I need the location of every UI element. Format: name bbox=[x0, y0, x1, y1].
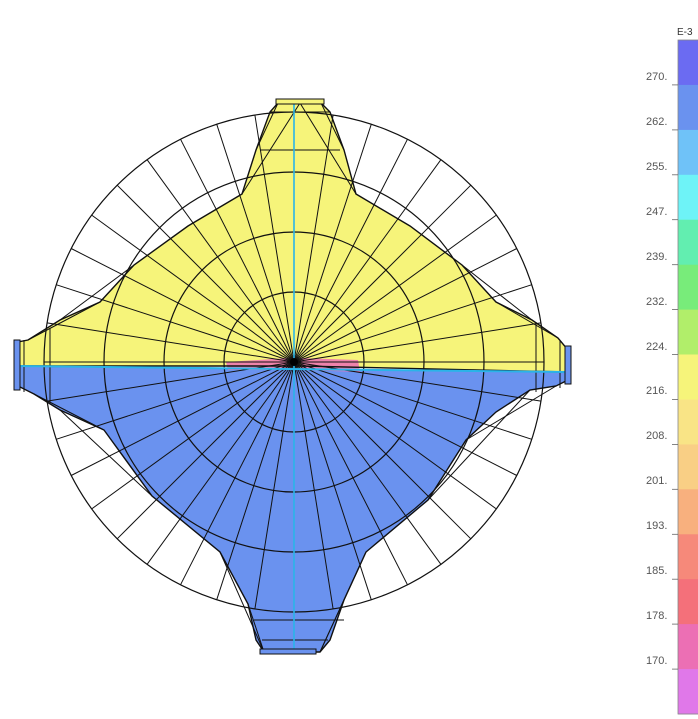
left-flange bbox=[13, 339, 21, 391]
legend-label: 185. bbox=[646, 565, 668, 578]
mesh-radial-line bbox=[216, 361, 295, 600]
legend-swatch bbox=[678, 624, 698, 670]
legend-label: 232. bbox=[646, 295, 668, 308]
mesh-radial-line bbox=[293, 361, 518, 476]
mesh-radial-line bbox=[146, 159, 295, 363]
mesh-arm-line bbox=[320, 102, 345, 151]
legend-swatch bbox=[678, 579, 698, 625]
mesh-arm-line bbox=[461, 264, 533, 321]
legend-label: 224. bbox=[646, 340, 668, 353]
mesh-arm-line bbox=[247, 603, 265, 653]
mesh-radial-line bbox=[293, 184, 472, 363]
mesh-arm-line bbox=[59, 264, 135, 321]
lower-outline bbox=[17, 365, 569, 653]
mesh-radial-line bbox=[254, 115, 295, 363]
upper-region bbox=[18, 103, 568, 372]
mesh-radial-line bbox=[293, 361, 408, 586]
mesh-arm-line bbox=[495, 301, 559, 339]
mesh-arm-line bbox=[299, 102, 357, 195]
mesh-radial-line bbox=[293, 248, 518, 363]
mesh-arm-line bbox=[465, 385, 557, 441]
mesh-radial-line bbox=[293, 214, 497, 363]
mesh-radial-line bbox=[180, 138, 295, 363]
mesh-arm-line bbox=[255, 102, 279, 151]
mesh-arm-line bbox=[219, 551, 265, 653]
mesh-radial-line bbox=[293, 138, 408, 363]
legend-label: 201. bbox=[646, 475, 668, 488]
legend-swatch bbox=[678, 309, 698, 355]
legend-exponent: E-3 bbox=[677, 27, 693, 38]
top-flange bbox=[275, 98, 325, 105]
legend-swatch bbox=[678, 129, 698, 176]
mesh-radial-line bbox=[293, 159, 442, 363]
legend-label: 262. bbox=[646, 115, 668, 128]
center-node bbox=[290, 358, 298, 366]
mesh-radial-line bbox=[293, 322, 541, 363]
legend-swatch bbox=[678, 669, 698, 715]
mesh-radial-line bbox=[116, 361, 295, 540]
mesh-arm-line bbox=[59, 409, 153, 497]
legend-label: 193. bbox=[646, 520, 668, 533]
legend-swatch bbox=[678, 84, 698, 131]
legend-swatch bbox=[678, 174, 698, 221]
legend-label: 239. bbox=[646, 250, 668, 263]
mesh-radial-line bbox=[70, 248, 295, 363]
legend-label: 255. bbox=[646, 160, 668, 173]
legend-swatch bbox=[678, 264, 698, 311]
mesh-radial-line bbox=[116, 184, 295, 363]
mesh-radial-line bbox=[254, 361, 295, 609]
mesh-arm-line bbox=[241, 102, 301, 195]
mesh-radial-line bbox=[293, 361, 532, 440]
legend-label: 178. bbox=[646, 610, 668, 623]
mesh-radial-line bbox=[91, 361, 295, 510]
mesh-radial-line bbox=[293, 361, 472, 540]
mesh-radial-line bbox=[91, 214, 295, 363]
legend-swatch bbox=[678, 489, 698, 535]
legend-swatch bbox=[678, 219, 698, 266]
legend-swatch bbox=[678, 399, 698, 445]
lower-region bbox=[18, 366, 568, 652]
legend-swatch bbox=[678, 534, 698, 580]
mesh-radial-line bbox=[293, 124, 372, 363]
mesh-radial-line bbox=[293, 361, 372, 600]
right-flange bbox=[564, 345, 572, 385]
legend-label: 216. bbox=[646, 385, 668, 398]
center-patch-left bbox=[226, 358, 292, 370]
legend-frame bbox=[677, 39, 698, 715]
mesh-radial-line bbox=[70, 361, 295, 476]
mesh-radial-line bbox=[293, 115, 334, 363]
mesh-radial-line bbox=[146, 361, 295, 565]
mesh-geometry bbox=[13, 39, 698, 715]
mesh-radial-line bbox=[293, 361, 442, 565]
mesh-radial-line bbox=[56, 284, 295, 363]
mesh-radial-line bbox=[180, 361, 295, 586]
mesh-arm-line bbox=[427, 389, 531, 501]
legend-swatch bbox=[678, 40, 698, 86]
legend-label: 170. bbox=[646, 655, 668, 668]
horizontal-seam bbox=[17, 365, 569, 373]
mesh-radial-line bbox=[293, 361, 334, 609]
legend-swatch bbox=[678, 444, 698, 490]
mesh-radial-line bbox=[293, 361, 497, 510]
bottom-flange bbox=[259, 648, 317, 655]
legend-label: 247. bbox=[646, 205, 668, 218]
legend-swatch bbox=[678, 354, 698, 400]
legend-label: 270. bbox=[646, 70, 668, 83]
mesh-radial-line bbox=[216, 124, 295, 363]
mesh-arm-line bbox=[27, 301, 101, 341]
legend-label: 208. bbox=[646, 430, 668, 443]
mesh-radial-line bbox=[47, 322, 295, 363]
